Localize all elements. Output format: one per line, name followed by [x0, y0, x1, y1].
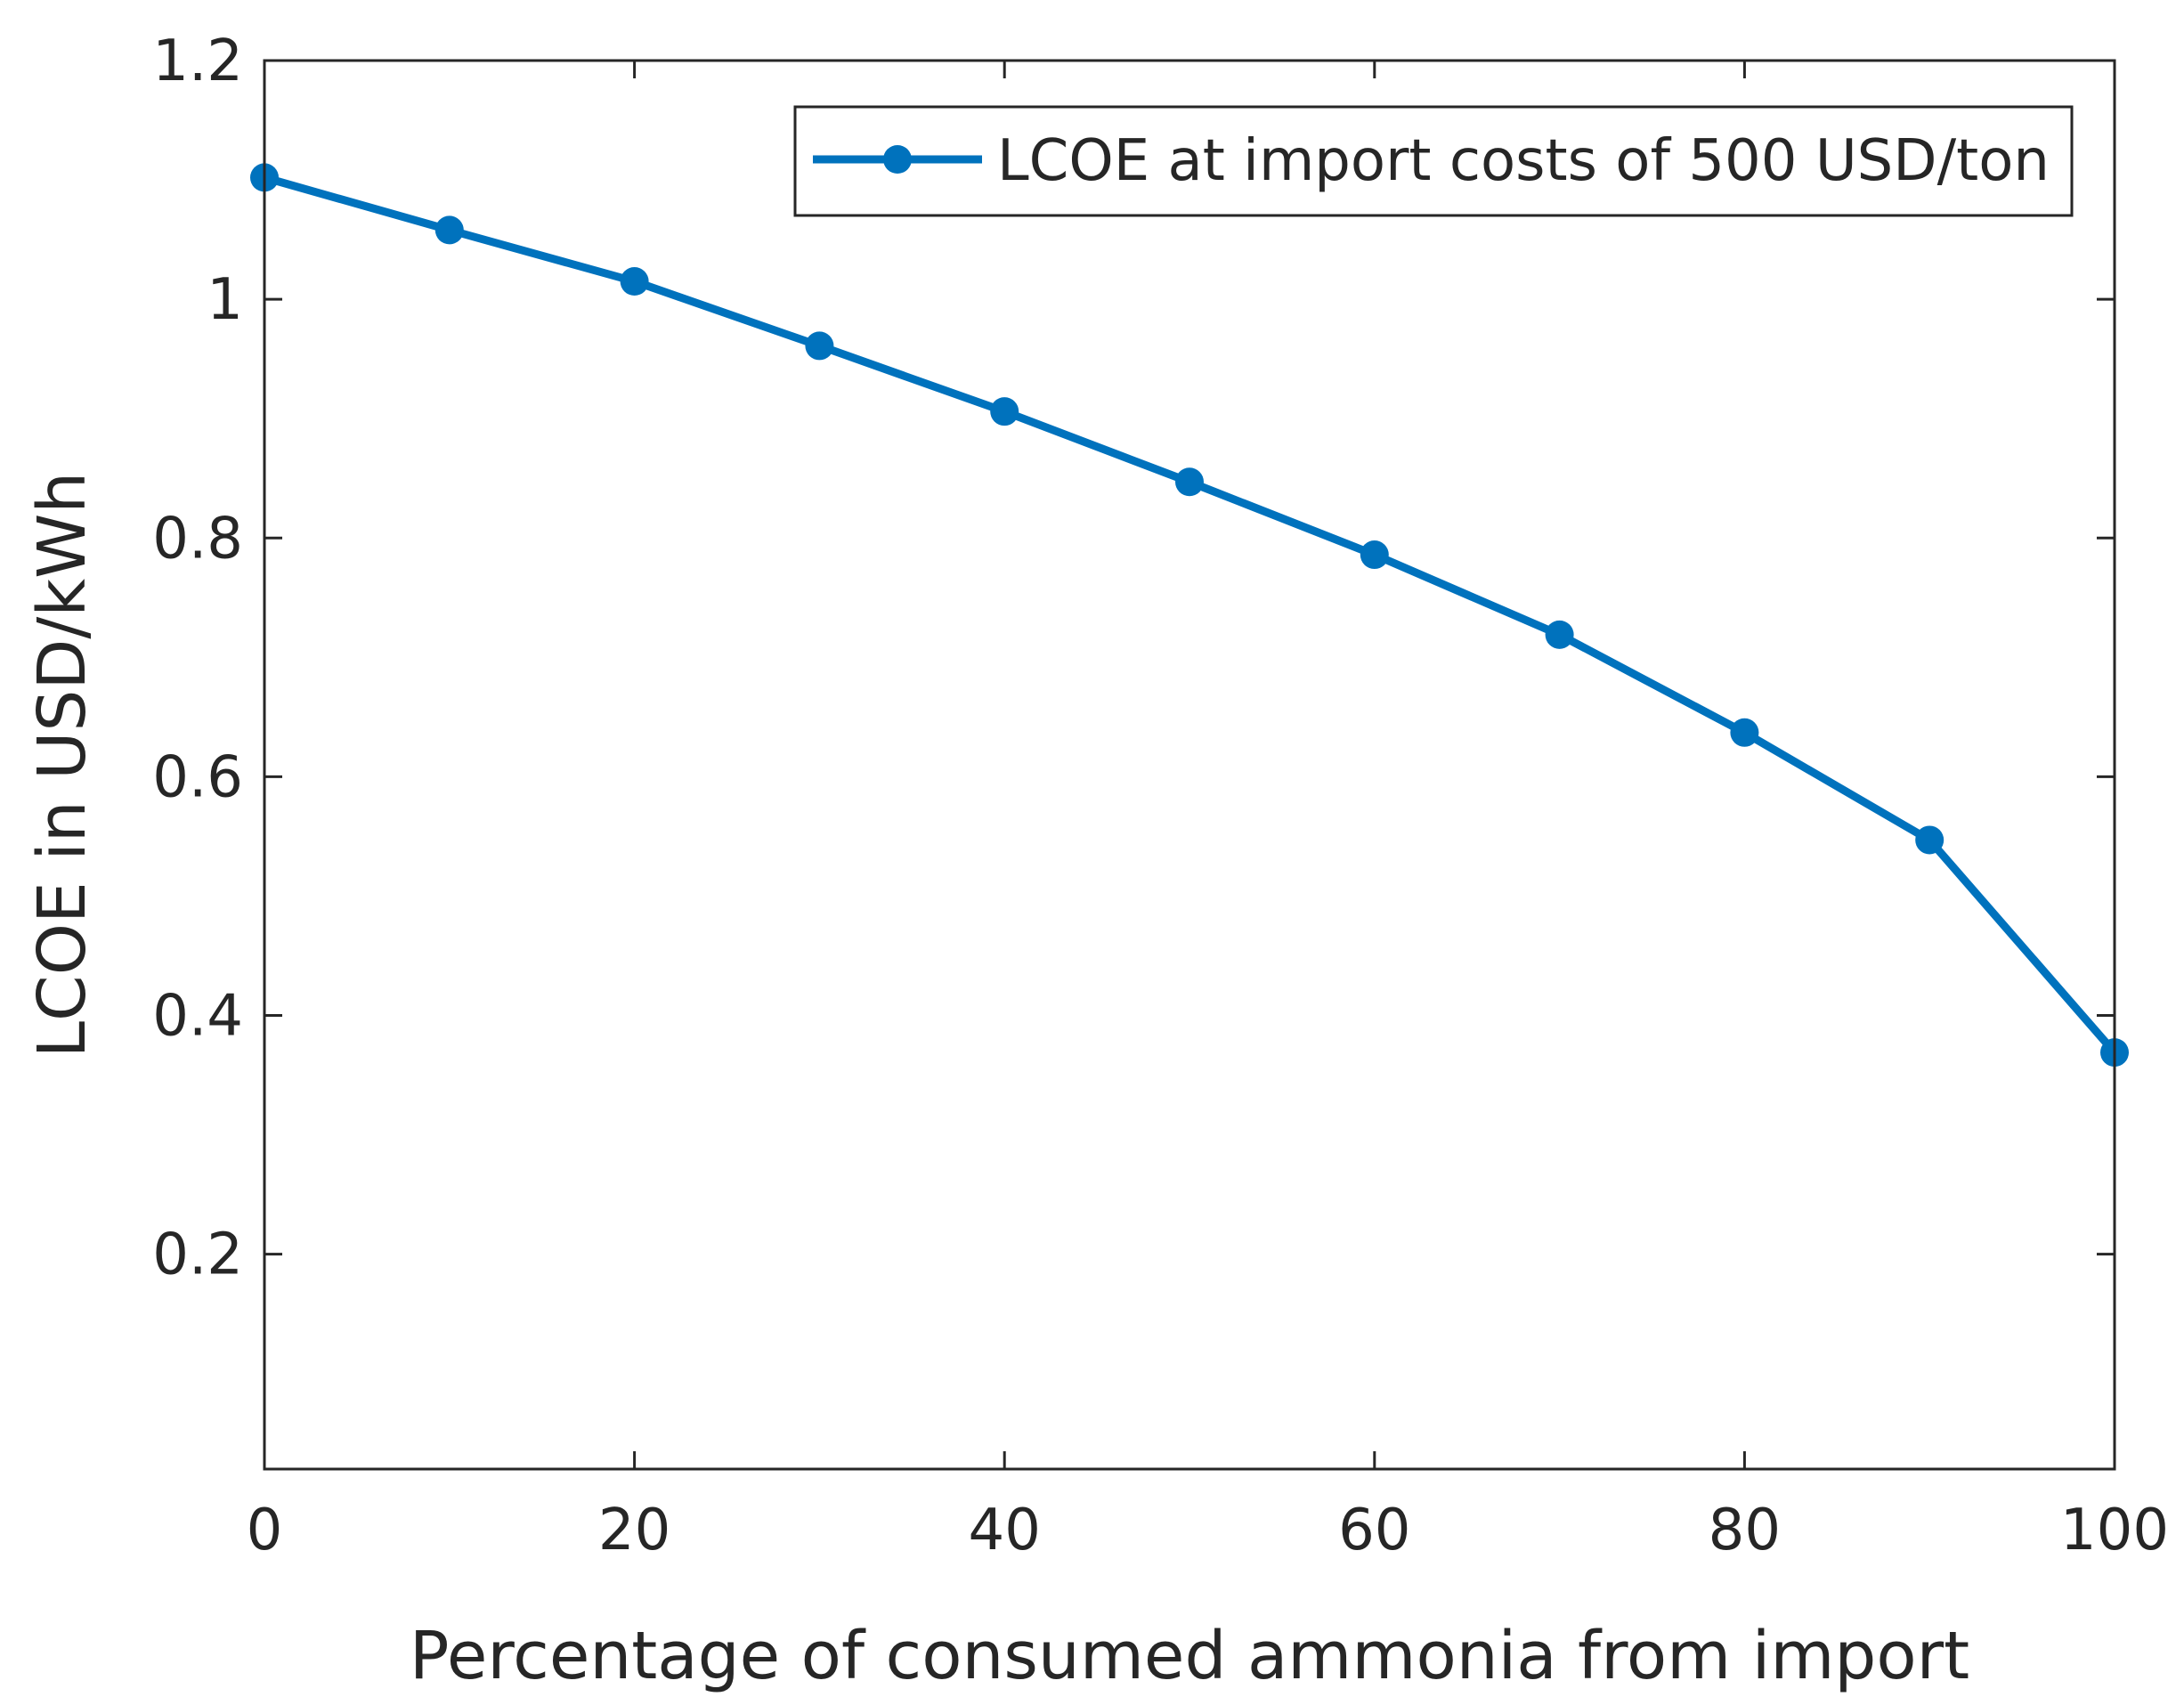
legend-series-marker [883, 145, 912, 174]
plot-area-background [264, 61, 2115, 1469]
data-point [620, 267, 649, 296]
data-point [434, 215, 464, 245]
x-tick-label: 0 [247, 1498, 283, 1563]
y-tick-label: 0.8 [152, 506, 243, 572]
x-tick-label: 20 [598, 1498, 670, 1563]
y-axis-title: LCOE in USD/kWh [24, 472, 101, 1058]
legend-series-label: LCOE at import costs of 500 USD/ton [997, 128, 2050, 194]
y-axis-ticks: 0.2 0.4 0.6 0.8 1 1.2 [152, 28, 2115, 1288]
data-point [1360, 540, 1389, 570]
y-tick-label: 0.6 [152, 744, 243, 810]
x-tick-label: 100 [2060, 1498, 2169, 1563]
data-point [805, 331, 834, 361]
legend: LCOE at import costs of 500 USD/ton [793, 105, 2074, 217]
data-point [1915, 825, 1944, 855]
x-tick-label: 60 [1338, 1498, 1410, 1563]
y-tick-label: 1 [207, 267, 243, 333]
legend-box [793, 105, 2074, 217]
y-tick-label: 0.2 [152, 1222, 243, 1288]
data-point [1730, 718, 1759, 747]
data-point [1175, 467, 1204, 497]
plot-frame [263, 59, 2116, 1471]
x-axis-ticks: 0 20 40 60 80 100 [247, 61, 2169, 1563]
y-tick-label: 0.4 [152, 984, 243, 1050]
x-axis-title: Percentage of consumed ammonia from impo… [410, 1618, 1969, 1694]
x-tick-label: 40 [968, 1498, 1040, 1563]
data-point [1545, 620, 1574, 649]
x-tick-label: 80 [1709, 1498, 1781, 1563]
y-tick-label: 1.2 [152, 28, 243, 94]
data-point [990, 397, 1019, 426]
